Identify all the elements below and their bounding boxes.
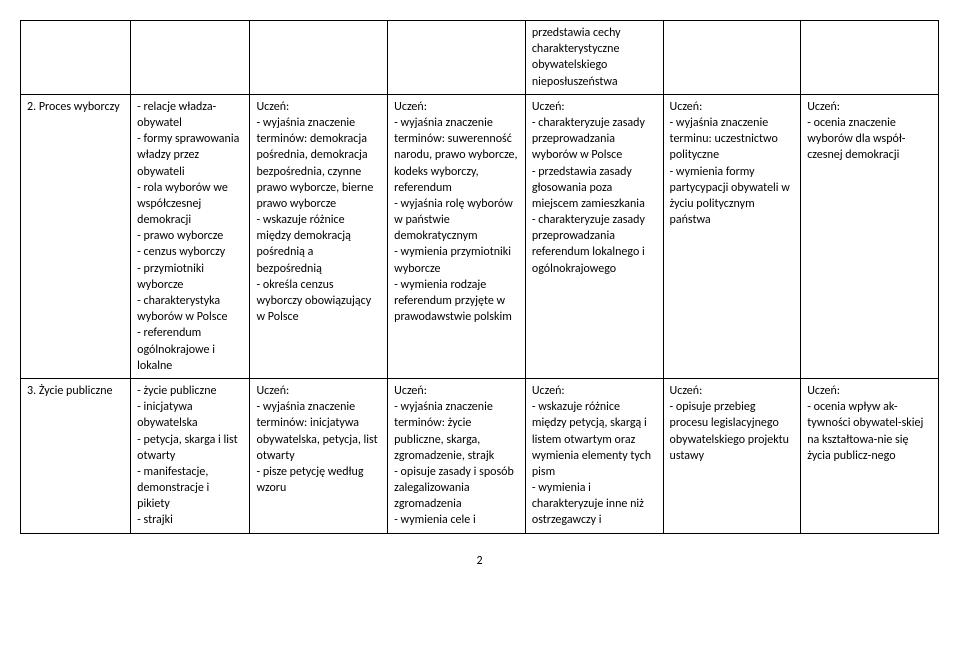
cell: [131, 21, 250, 95]
cell: Uczeń: - ocenia znaczenie wyborów dla ws…: [801, 94, 939, 378]
cell: [388, 21, 526, 95]
table-row: przedstawia cechy charakterystyczne obyw…: [21, 21, 939, 95]
cell: Uczeń: - charakteryzuje zasady przeprowa…: [525, 94, 663, 378]
cell: przedstawia cechy charakterystyczne obyw…: [525, 21, 663, 95]
cell-topic: 2. Proces wyborczy: [21, 94, 131, 378]
cell: Uczeń: - wskazuje różnice między petycją…: [525, 378, 663, 533]
cell: Uczeń: - wyjaśnia znaczenie terminu: ucz…: [663, 94, 801, 378]
cell: - życie publiczne - inicjatywa obywatels…: [131, 378, 250, 533]
cell-topic: 3. Życie publiczne: [21, 378, 131, 533]
curriculum-table: przedstawia cechy charakterystyczne obyw…: [20, 20, 939, 534]
cell: Uczeń: - wyjaśnia znaczenie terminów: ży…: [388, 378, 526, 533]
cell: - relacje władza-obywatel - formy sprawo…: [131, 94, 250, 378]
cell: Uczeń: - wyjaśnia znaczenie terminów: su…: [388, 94, 526, 378]
cell: [663, 21, 801, 95]
cell: [801, 21, 939, 95]
cell: Uczeń: - wyjaśnia znaczenie terminów: de…: [250, 94, 388, 378]
table-row: 2. Proces wyborczy - relacje władza-obyw…: [21, 94, 939, 378]
cell: Uczeń: - wyjaśnia znaczenie terminów: in…: [250, 378, 388, 533]
cell: Uczeń: - ocenia wpływ ak-tywności obywat…: [801, 378, 939, 533]
table-row: 3. Życie publiczne - życie publiczne - i…: [21, 378, 939, 533]
cell: [21, 21, 131, 95]
cell: Uczeń: - opisuje przebieg procesu legisl…: [663, 378, 801, 533]
page-number: 2: [20, 554, 939, 568]
cell: [250, 21, 388, 95]
